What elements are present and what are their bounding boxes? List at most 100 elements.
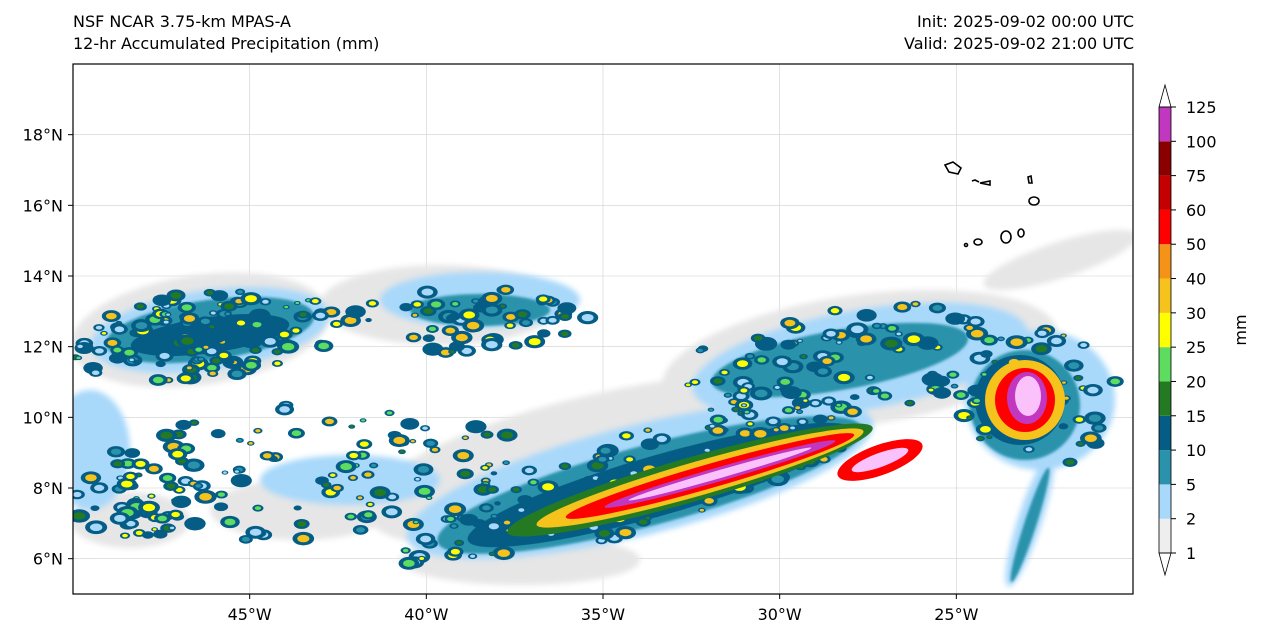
precip-cell-core xyxy=(490,552,495,556)
precip-cell-core xyxy=(1088,414,1101,422)
precip-cell-core xyxy=(456,541,462,545)
precip-cell-core xyxy=(754,430,767,438)
precip-cell-core xyxy=(332,321,341,327)
precip-cell-core xyxy=(142,503,156,512)
precip-cell-core xyxy=(356,527,365,533)
precip-cell-core xyxy=(949,315,961,323)
precip-cell-core xyxy=(638,519,648,525)
colorbar-tick-label: 100 xyxy=(1186,132,1217,151)
title-left: NSF NCAR 3.75-km MPAS-A 12-hr Accumulate… xyxy=(73,11,379,55)
precip-cell-core xyxy=(448,316,455,321)
precip-cell-core xyxy=(282,342,295,351)
precip-cell-core xyxy=(402,304,410,310)
precip-cell-core xyxy=(984,337,995,344)
precip-cell-core xyxy=(171,511,180,518)
precip-cell-core xyxy=(548,317,557,323)
precip-cell-core xyxy=(94,484,105,492)
colorbar-tick-label: 15 xyxy=(1186,407,1206,426)
precip-cell-core xyxy=(114,514,126,522)
precip-cell-core xyxy=(92,506,98,510)
precip-cell-core xyxy=(237,439,243,442)
colorbar-segment xyxy=(1159,312,1171,348)
precip-cell-core xyxy=(209,371,216,376)
precip-cell-core xyxy=(817,368,829,375)
precip-cell-core xyxy=(503,461,509,465)
precip-cell-core xyxy=(349,452,359,459)
lat-tick-label: 14°N xyxy=(23,267,63,286)
precip-cell-core xyxy=(740,388,748,393)
precip-cell-core xyxy=(768,418,778,425)
lon-tick-label: 25°W xyxy=(934,605,978,624)
precip-cell-core xyxy=(540,331,548,336)
precip-cell-core xyxy=(107,339,118,346)
precip-cell-core xyxy=(798,339,802,342)
precip-cell-core xyxy=(585,477,592,482)
precip-cell-core xyxy=(754,335,763,341)
precip-cell-core xyxy=(1087,386,1099,394)
precip-cell-core xyxy=(156,297,168,304)
colorbar-outline xyxy=(1158,106,1172,554)
precip-field xyxy=(73,229,1133,587)
precip-cell-core xyxy=(447,516,455,522)
colorbar-segment xyxy=(1159,141,1171,176)
precip-cell-core xyxy=(469,423,482,431)
precip-cell-core xyxy=(457,452,470,460)
precip-cell-core xyxy=(198,357,204,361)
colorbar-tick-label: 10 xyxy=(1186,441,1206,460)
precip-cell-core xyxy=(656,435,667,443)
precip-cell-core xyxy=(445,327,456,334)
precip-cell-core xyxy=(799,419,806,424)
precip-cell-core xyxy=(970,318,981,325)
precip-cell-core xyxy=(340,463,352,471)
precip-cell-core xyxy=(291,430,302,437)
colorbar-tick-label: 30 xyxy=(1186,304,1206,323)
precip-cell-core xyxy=(278,325,286,330)
precip-cell-core xyxy=(126,473,135,480)
precip-cell-core xyxy=(463,436,468,440)
colorbar-tick-label: 40 xyxy=(1186,270,1206,289)
valid-time: Valid: 2025-09-02 21:00 UTC xyxy=(903,34,1134,53)
precip-cell-core xyxy=(181,337,194,345)
precip-cell-core xyxy=(388,494,397,500)
lon-tick-label: 35°W xyxy=(581,605,625,624)
precip-cell-core xyxy=(415,477,420,481)
precip-cell-core xyxy=(998,337,1004,341)
colorbar-tick-label: 5 xyxy=(1186,475,1196,494)
precip-cell-core xyxy=(422,426,428,430)
precip-cell-core xyxy=(113,461,122,467)
precip-cell-core xyxy=(89,523,103,532)
precip-cell-core xyxy=(956,392,966,398)
precip-cell-core xyxy=(1094,425,1104,431)
precip-cell-core xyxy=(774,385,780,389)
precip-cell-core xyxy=(744,410,750,414)
precip-cell-core xyxy=(431,301,442,308)
precip-cell-core xyxy=(210,311,216,315)
precip-cell-core xyxy=(811,400,820,406)
precip-cell-core xyxy=(178,422,189,428)
precip-cell-core xyxy=(522,320,530,326)
precip-cell-core xyxy=(361,419,365,422)
precip-cell-core xyxy=(159,352,170,360)
colorbar-segment xyxy=(1159,415,1171,451)
precip-cell-core xyxy=(1065,459,1075,465)
island-coastlines xyxy=(943,161,1040,248)
precip-cell-core xyxy=(971,387,983,394)
precip-cell-core xyxy=(404,420,416,428)
precip-cell-core xyxy=(85,474,97,482)
precip-cell-core xyxy=(977,437,983,441)
precip-cell-core xyxy=(374,489,386,497)
precip-cell-core xyxy=(1062,381,1066,384)
precip-cell-core xyxy=(152,528,157,531)
lon-tick-label: 30°W xyxy=(758,605,802,624)
precip-cell-core xyxy=(482,466,488,470)
precip-cell-core xyxy=(970,329,984,338)
precip-cell-core xyxy=(262,299,269,304)
precip-cell-core xyxy=(784,407,793,413)
precip-cell-core xyxy=(801,355,806,359)
precip-cell-core xyxy=(482,505,491,511)
precip-cell-core xyxy=(538,296,548,302)
precip-cell-core xyxy=(742,404,746,407)
precip-cell-core xyxy=(463,516,475,524)
